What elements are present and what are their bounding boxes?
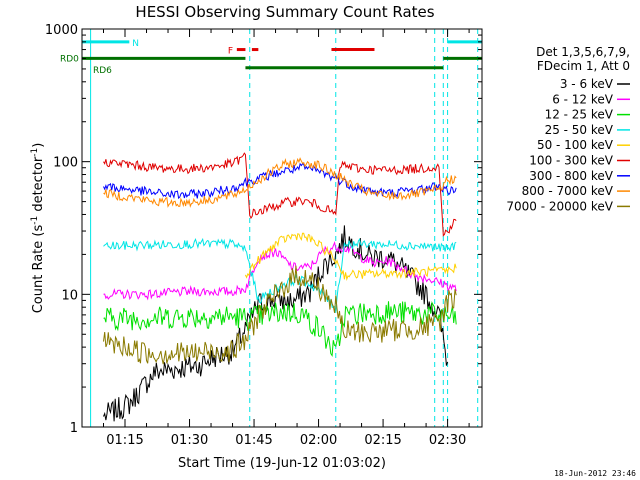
x-axis-ticks: 01:15 01:30 01:45 02:00 02:15 02:30 [81,29,470,448]
legend-entry-label: 12 - 25 keV [545,108,614,122]
flag-bars: N F RD0 RD6 [60,39,482,76]
x-tick-label: 01:15 [106,433,143,448]
flag-label-f: F [228,47,233,57]
series-line [103,157,457,208]
flag-label-n: N [132,39,139,49]
y-tick-label: 100 [53,156,78,171]
x-axis-label: Start Time (19-Jun-12 01:03:02) [178,456,386,471]
x-tick-label: 01:30 [171,433,208,448]
plot-frame [81,28,483,428]
legend-entry-label: 25 - 50 keV [545,123,614,137]
legend-entry-label: 50 - 100 keV [537,138,614,152]
series-line [103,241,457,301]
y-axis-ticks: 1 10 100 1000 [45,23,482,436]
flag-label-rd0: RD0 [60,54,79,64]
x-tick-label: 02:00 [300,433,337,448]
series-line [103,225,449,422]
x-tick-label: 02:30 [429,433,466,448]
series-line [103,162,457,200]
legend-entry-label: 3 - 6 keV [560,77,614,91]
series-line [103,152,457,237]
y-tick-label: 1 [70,421,78,436]
series-layer [103,152,457,422]
series-line [244,232,457,281]
footer-date: 18-Jun-2012 23:46 [554,469,636,478]
chart-title: HESSI Observing Summary Count Rates [135,3,434,21]
series-line [103,265,457,365]
legend-entry-label: 6 - 12 keV [552,92,614,106]
flag-label-rd6: RD6 [93,66,112,76]
y-tick-label: 10 [61,288,78,303]
legend-entry-label: 300 - 800 keV [529,169,613,183]
legend-header-line-1: Det 1,3,5,6,7,9, [536,45,630,59]
legend-entry-label: 800 - 7000 keV [522,184,614,198]
legend-entry-label: 7000 - 20000 keV [506,199,613,213]
legend-entry-label: 100 - 300 keV [529,154,613,168]
legend-header-line-2: FDecim 1, Att 0 [537,59,630,73]
x-tick-label: 02:15 [364,433,401,448]
x-tick-label: 01:45 [235,433,272,448]
y-tick-label: 1000 [45,23,78,38]
series-line [103,301,457,357]
y-axis-label: Count Rate (s-1 detector-1) [30,143,46,314]
